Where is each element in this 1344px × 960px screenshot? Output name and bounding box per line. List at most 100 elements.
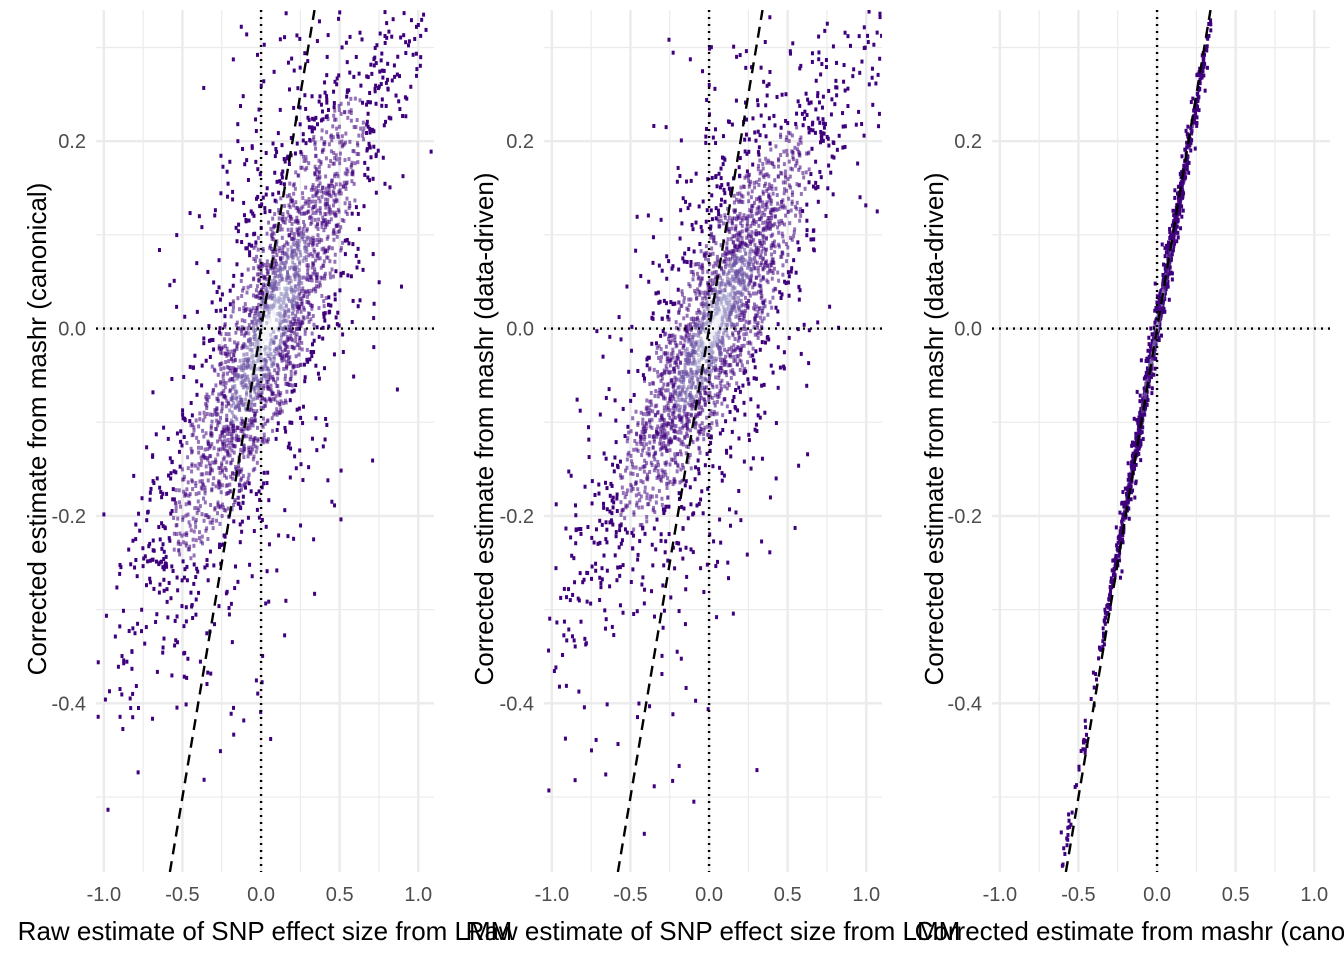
- data-point: [265, 266, 269, 271]
- data-point: [856, 161, 860, 166]
- data-point: [312, 262, 316, 267]
- data-point: [273, 154, 277, 159]
- data-point: [801, 209, 805, 214]
- data-point: [757, 289, 761, 294]
- data-point: [721, 271, 725, 276]
- data-point: [347, 101, 351, 106]
- data-point: [872, 42, 876, 47]
- data-point: [348, 139, 352, 144]
- data-point: [684, 685, 688, 690]
- data-point: [226, 181, 230, 186]
- data-point: [205, 526, 209, 531]
- data-point: [216, 398, 220, 403]
- data-point: [762, 240, 766, 245]
- data-point: [645, 496, 649, 501]
- data-point: [244, 331, 248, 336]
- data-point: [690, 403, 694, 408]
- data-point: [740, 216, 744, 221]
- data-point: [762, 234, 766, 239]
- data-point: [326, 478, 330, 483]
- data-point: [268, 266, 272, 271]
- data-point: [680, 389, 684, 394]
- data-point: [701, 511, 705, 516]
- data-point: [353, 96, 357, 101]
- data-point: [662, 417, 666, 422]
- data-point: [304, 240, 308, 245]
- data-point: [321, 190, 325, 195]
- data-point: [329, 303, 333, 308]
- data-point: [630, 459, 634, 464]
- data-point: [714, 141, 718, 146]
- data-point: [578, 408, 582, 413]
- data-point: [779, 135, 783, 140]
- data-point: [276, 364, 280, 369]
- data-point: [322, 259, 326, 264]
- data-point: [692, 272, 696, 277]
- data-point: [202, 453, 206, 458]
- data-point: [322, 219, 326, 224]
- data-point: [277, 190, 281, 195]
- data-point: [391, 17, 395, 22]
- data-point: [787, 138, 791, 143]
- data-point: [776, 158, 780, 163]
- data-point: [252, 232, 256, 237]
- data-point: [404, 114, 408, 119]
- data-point: [306, 311, 310, 316]
- data-point: [246, 326, 250, 331]
- data-point: [771, 270, 775, 275]
- data-point: [330, 183, 334, 188]
- data-point: [161, 491, 165, 496]
- data-point: [303, 375, 307, 380]
- data-point: [710, 356, 714, 361]
- data-point: [678, 426, 682, 431]
- data-point: [340, 45, 344, 50]
- data-point: [744, 331, 748, 336]
- data-point: [278, 339, 282, 344]
- data-point: [186, 455, 190, 460]
- data-point: [199, 463, 203, 468]
- data-point: [248, 404, 252, 409]
- data-point: [361, 120, 365, 125]
- data-point: [354, 54, 358, 59]
- data-point: [223, 466, 227, 471]
- data-point: [643, 489, 647, 494]
- data-point: [793, 145, 797, 150]
- data-point: [227, 400, 231, 405]
- data-point: [313, 286, 317, 291]
- data-point: [226, 194, 230, 199]
- data-point: [345, 167, 349, 172]
- data-point: [769, 260, 773, 265]
- data-point: [790, 266, 794, 271]
- data-point: [223, 442, 227, 447]
- data-point: [219, 504, 223, 509]
- data-point: [272, 330, 276, 335]
- data-point: [237, 403, 241, 408]
- data-point: [319, 211, 323, 216]
- data-point: [298, 65, 302, 70]
- data-point: [697, 405, 701, 410]
- data-point: [712, 319, 716, 324]
- data-point: [275, 306, 279, 311]
- data-point: [161, 542, 165, 547]
- data-point: [288, 328, 292, 333]
- data-point: [652, 367, 656, 372]
- data-point: [174, 638, 178, 643]
- data-point: [662, 608, 666, 613]
- data-point: [698, 390, 702, 395]
- data-point: [344, 209, 348, 214]
- data-point: [732, 258, 736, 263]
- data-point: [248, 380, 252, 385]
- data-point: [762, 183, 766, 188]
- data-point: [332, 101, 336, 106]
- data-point: [767, 82, 771, 87]
- data-point: [298, 226, 302, 231]
- data-point: [261, 358, 265, 363]
- data-point: [182, 674, 186, 679]
- data-point: [296, 244, 300, 249]
- data-point: [738, 318, 742, 323]
- data-point: [271, 249, 275, 254]
- data-point: [277, 295, 281, 300]
- data-point: [719, 540, 723, 545]
- data-point: [223, 534, 227, 539]
- data-point: [246, 177, 250, 182]
